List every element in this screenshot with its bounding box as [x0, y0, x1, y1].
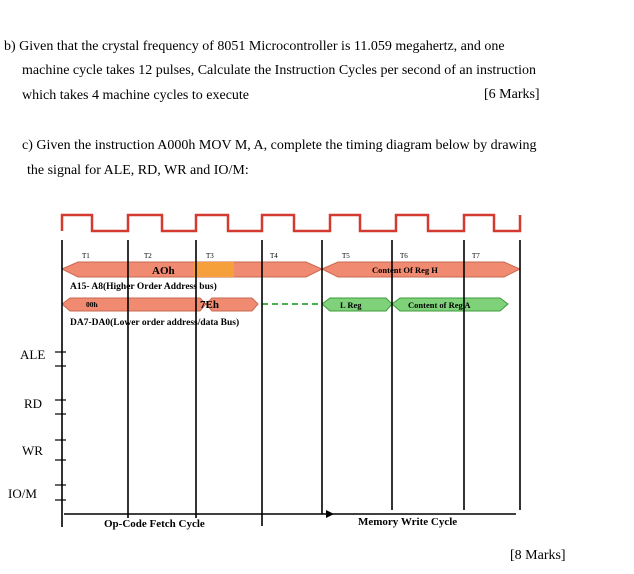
- high-bus-opcode-fetch: [60, 261, 324, 278]
- t-state-6: T6: [400, 252, 408, 260]
- label-content-reg-h: Content Of Reg H: [372, 265, 438, 275]
- question-c-line1: c) Given the instruction A000h MOV M, A,…: [22, 138, 537, 153]
- t-state-2: T2: [144, 252, 152, 260]
- question-c-line2: the signal for ALE, RD, WR and IO/M:: [27, 163, 249, 178]
- signal-rd: RD: [24, 396, 42, 411]
- label-content-reg-a: Content of Reg A: [408, 300, 471, 310]
- question-b-line1: b) Given that the crystal frequency of 8…: [4, 39, 505, 54]
- cycle-arrow-head: [326, 510, 334, 518]
- address-orange-block: [194, 262, 234, 277]
- signal-ale: ALE: [20, 347, 45, 362]
- label-low-bus-desc: DA7-DA0(Lower order address/data Bus): [70, 317, 239, 328]
- label-l-reg: L Reg: [340, 300, 362, 310]
- t-state-4: T4: [270, 252, 278, 260]
- t-state-1: T1: [82, 252, 90, 260]
- question-b-line2: machine cycle takes 12 pulses, Calculate…: [22, 63, 536, 78]
- low-bus-data: [205, 297, 259, 312]
- low-bus-opcode: [61, 297, 207, 312]
- signal-io-m: IO/M: [8, 486, 37, 501]
- t-state-5: T5: [342, 252, 350, 260]
- question-b-line3: which takes 4 machine cycles to execute: [22, 88, 250, 103]
- clock-waveform: [60, 213, 522, 233]
- label-opcode-fetch-cycle: Op-Code Fetch Cycle: [104, 518, 205, 530]
- signal-wr: WR: [22, 443, 43, 458]
- label-high-bus-desc: A15- A8(Higher Order Address bus): [70, 281, 217, 292]
- t-state-3: T3: [206, 252, 214, 260]
- question-b-marks: [6 Marks]: [484, 87, 540, 102]
- label-7eh: 7Eh: [200, 299, 219, 311]
- label-00h: 00h: [86, 300, 99, 309]
- question-c-marks: [8 Marks]: [510, 548, 566, 563]
- t-state-7: T7: [472, 252, 480, 260]
- label-memory-write-cycle: Memory Write Cycle: [358, 516, 457, 528]
- low-bus-content-a: [391, 297, 509, 312]
- label-aoh: AOh: [152, 265, 175, 277]
